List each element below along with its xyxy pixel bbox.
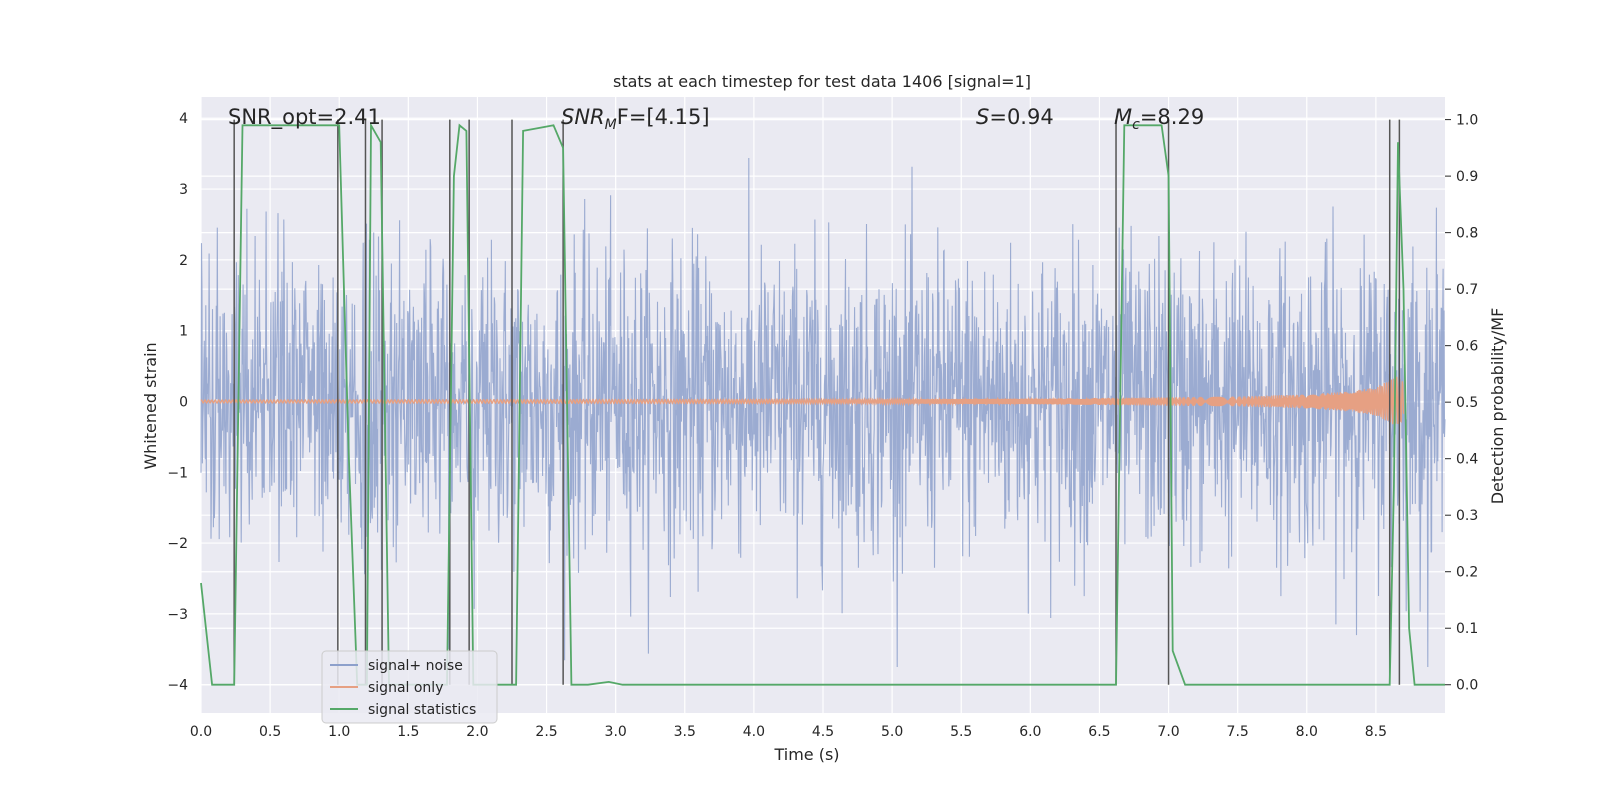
legend-label: signal statistics	[368, 702, 476, 718]
legend-label: signal+ noise	[368, 658, 463, 674]
right-tick-label: 0.5	[1456, 395, 1478, 411]
x-tick-label: 6.0	[1019, 724, 1041, 740]
x-tick-label: 5.5	[950, 724, 972, 740]
x-tick-label: 7.5	[1227, 724, 1249, 740]
signal-statistics-trace	[200, 121, 1445, 686]
chirp-mass-annotation: Mc=8.29	[1114, 105, 1204, 133]
right-tick-label: 0.9	[1456, 169, 1478, 185]
y-axis-ticks: −4 −3 −2 −1 0 1 2 3 4	[167, 111, 188, 693]
right-tick-label: 1.0	[1456, 113, 1478, 129]
y-tick-label: 1	[179, 324, 188, 340]
right-tick-label: 0.6	[1456, 339, 1478, 355]
s-math: S	[976, 105, 989, 129]
x-tick-label: 5.0	[881, 724, 903, 740]
y-tick-label: 0	[179, 394, 188, 410]
snr-mf-math: SNR	[561, 105, 605, 129]
right-tick-label: 0.2	[1456, 565, 1478, 581]
right-tick-label: 0.1	[1456, 621, 1478, 637]
noise-trace	[200, 157, 1446, 668]
right-tick-label: 0.7	[1456, 282, 1478, 298]
plot-area	[200, 97, 1446, 713]
right-tick-label: 0.0	[1456, 678, 1478, 694]
x-tick-label: 8.5	[1365, 724, 1387, 740]
y-axis-label: Whitened strain	[141, 342, 160, 469]
mc-math: M	[1114, 105, 1132, 129]
snr-mf-rest: F=[4.15]	[617, 105, 710, 129]
x-tick-label: 6.5	[1088, 724, 1110, 740]
y-tick-label: −1	[167, 465, 188, 481]
legend-label: signal only	[368, 680, 443, 696]
signal-only-trace	[200, 376, 1405, 425]
x-tick-label: 4.5	[812, 724, 834, 740]
right-tick-label: 0.3	[1456, 508, 1478, 524]
x-tick-label: 1.0	[328, 724, 350, 740]
legend: signal+ noise signal only signal statistic…	[321, 650, 498, 724]
y-tick-label: 2	[179, 253, 188, 269]
x-tick-label: 2.0	[466, 724, 488, 740]
right-tick-label: 0.4	[1456, 452, 1478, 468]
y-tick-label: −3	[167, 607, 188, 623]
x-axis-ticks: 0.0 0.5 1.0 1.5 2.0 2.5 3.0 3.5 4.0 4.5 5.0 5.5 6.0 6…	[190, 724, 1387, 740]
snr-opt-annotation: SNR_opt=2.41	[228, 105, 381, 130]
y-tick-label: 4	[179, 111, 188, 127]
x-tick-label: 0.5	[259, 724, 281, 740]
legend-box	[321, 650, 498, 724]
y-tick-label: −4	[167, 678, 188, 694]
x-tick-label: 3.0	[605, 724, 627, 740]
right-axis-ticks: 0.0 0.1 0.2 0.3 0.4 0.5 0.6 0.7 0.8 0.9 1.0	[1445, 113, 1478, 694]
s-rest: =0.94	[989, 105, 1053, 129]
right-tick-label: 0.8	[1456, 226, 1478, 242]
snr-mf-annotation: SNRMF=[4.15]	[561, 105, 710, 133]
snr-mf-sub: M	[605, 117, 617, 133]
chart-title: stats at each timestep for test data 140…	[613, 72, 1031, 91]
y-tick-label: −2	[167, 536, 188, 552]
x-axis-label: Time (s)	[773, 745, 839, 764]
x-tick-label: 1.5	[397, 724, 419, 740]
x-tick-label: 4.0	[743, 724, 765, 740]
right-axis-label: Detection probability/MF	[1488, 308, 1507, 505]
y-tick-label: 3	[179, 182, 188, 198]
x-tick-label: 2.5	[535, 724, 557, 740]
x-tick-label: 0.0	[190, 724, 212, 740]
overlap-annotation: S=0.94	[976, 105, 1054, 129]
mc-rest: =8.29	[1140, 105, 1204, 129]
x-tick-label: 8.0	[1296, 724, 1318, 740]
x-tick-label: 7.0	[1157, 724, 1179, 740]
mc-sub: c	[1132, 117, 1140, 133]
x-tick-label: 3.5	[674, 724, 696, 740]
